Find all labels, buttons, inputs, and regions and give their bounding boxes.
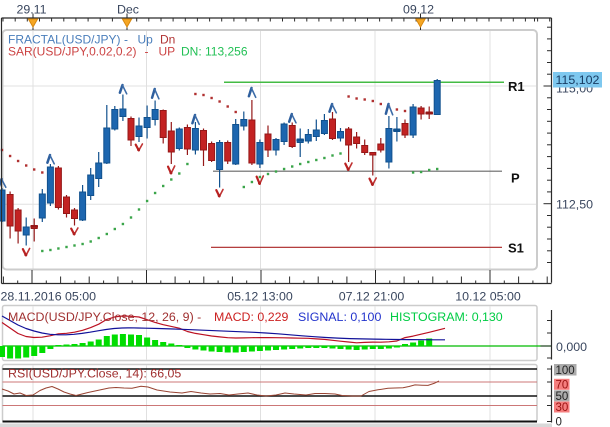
svg-text:P: P: [511, 171, 520, 186]
svg-text:05.12 13:00: 05.12 13:00: [227, 290, 293, 304]
svg-text:0,000: 0,000: [556, 340, 587, 354]
svg-text:50: 50: [556, 391, 569, 403]
svg-text:RSI(USD/JPY.Close, 14): 66,05: RSI(USD/JPY.Close, 14): 66,05: [8, 367, 181, 381]
svg-text:100: 100: [556, 365, 575, 377]
svg-text:115,102: 115,102: [556, 73, 600, 87]
svg-text:30: 30: [556, 402, 569, 414]
svg-text:0: 0: [556, 417, 562, 427]
svg-text:70: 70: [556, 379, 569, 391]
svg-text:112,50: 112,50: [556, 198, 593, 212]
svg-text:07.12 21:00: 07.12 21:00: [339, 290, 405, 304]
svg-text:MACD(USD/JPY.Close, 12, 26, 9): MACD(USD/JPY.Close, 12, 26, 9) - MACD: 0,…: [8, 310, 503, 324]
svg-text:R1: R1: [508, 79, 525, 94]
svg-text:28.11.2016 05:00: 28.11.2016 05:00: [1, 290, 97, 304]
svg-text:Dec: Dec: [117, 3, 139, 17]
svg-text:09.12: 09.12: [403, 3, 434, 17]
svg-text:29.11: 29.11: [16, 3, 46, 17]
svg-text:S1: S1: [508, 241, 524, 256]
svg-text:10.12 05:00: 10.12 05:00: [455, 290, 521, 304]
